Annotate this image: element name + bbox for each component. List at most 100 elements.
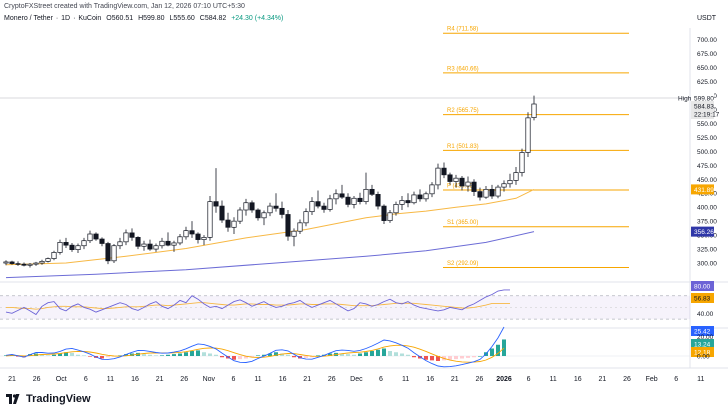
candle-body <box>87 233 93 242</box>
candle <box>255 208 261 221</box>
candle-body <box>375 194 381 207</box>
macd-badge-text: 25.42 <box>694 329 711 336</box>
macd-histogram-bar <box>256 355 260 356</box>
time-tick-label: 16 <box>574 376 582 383</box>
symbol-legend: Monero / Tether · 1D · KuCoin O560.51 H5… <box>4 15 284 22</box>
candle-body <box>231 220 237 228</box>
time-tick-label: 21 <box>599 376 607 383</box>
candle <box>45 257 51 263</box>
macd-histogram-bar <box>382 348 386 356</box>
candle-body <box>21 263 27 266</box>
rsi-ma-line <box>6 302 510 310</box>
macd-histogram-bar <box>274 352 278 356</box>
footer-logo[interactable]: TradingView <box>6 393 91 405</box>
candle-body <box>423 193 429 200</box>
macd-histogram-bar <box>400 353 404 356</box>
candle <box>171 240 177 252</box>
candle <box>75 243 81 253</box>
rsi-tick-label: 40.00 <box>697 311 714 318</box>
candle <box>405 193 411 208</box>
macd-histogram-bar <box>472 356 476 358</box>
candle <box>213 168 219 213</box>
macd-histogram-bar <box>106 356 110 358</box>
candle-body <box>525 117 531 153</box>
macd-histogram-bar <box>370 351 374 356</box>
time-tick-label: 6 <box>379 376 383 383</box>
candle <box>507 173 513 188</box>
macd-histogram-bar <box>76 354 80 356</box>
time-tick-label: 26 <box>33 376 41 383</box>
candle-body <box>147 243 153 250</box>
candle <box>225 212 231 232</box>
candle <box>459 175 465 191</box>
candle <box>147 239 153 251</box>
ema50-line <box>5 188 535 266</box>
candle-body <box>27 263 33 266</box>
candle-body <box>213 201 219 207</box>
candle-body <box>135 237 141 247</box>
ema200-badge-bg <box>691 226 714 237</box>
tradingview-logo-icon <box>6 394 20 404</box>
candle-body <box>393 204 399 214</box>
high-value: H599.80 <box>138 15 165 22</box>
candle <box>309 197 315 216</box>
price-tick-label: 650.00 <box>697 65 717 72</box>
macd-histogram-bar <box>148 354 152 356</box>
macd-histogram-bar <box>304 356 308 358</box>
macd-histogram-bar <box>64 352 68 356</box>
time-tick-label: 11 <box>697 376 704 383</box>
price-tick-label: 675.00 <box>697 51 717 58</box>
macd-histogram-bar <box>340 353 344 356</box>
macd-histogram-bar <box>376 349 380 356</box>
candle <box>3 260 9 266</box>
candle <box>321 202 327 213</box>
candle <box>99 237 105 247</box>
candle-body <box>417 194 423 200</box>
candle <box>273 193 279 212</box>
pivot-level-r3-label: R3 (640.66) <box>447 66 479 72</box>
high-price-badge-bg <box>691 93 714 103</box>
macd-histogram-bar <box>358 353 362 356</box>
candle <box>261 210 267 226</box>
macd-histogram-bar <box>394 352 398 356</box>
macd-histogram-bar <box>352 354 356 356</box>
candle-body <box>39 261 45 264</box>
macd-histogram-bar <box>52 354 56 356</box>
ema50-badge-text: 431.89 <box>694 187 714 194</box>
macd-histogram-bar <box>460 356 464 359</box>
candle <box>15 261 21 266</box>
candle-body <box>381 205 387 221</box>
candle <box>525 112 531 157</box>
candle-body <box>189 230 195 235</box>
macd-histogram-bar <box>178 353 182 356</box>
candle-body <box>81 240 87 247</box>
countdown-badge: 22:19:17 <box>691 109 720 119</box>
macd-histogram-bar <box>88 356 92 357</box>
candle-body <box>207 201 213 238</box>
ema50-badge: 431.89 <box>691 184 714 195</box>
candle-body <box>501 183 507 188</box>
candle <box>117 237 123 250</box>
candle <box>369 184 375 197</box>
candle-body <box>309 201 315 213</box>
time-tick-label: Dec <box>350 376 363 383</box>
macd-histogram-bar <box>238 356 242 360</box>
macd-histogram-bar <box>280 353 284 356</box>
candle-body <box>45 258 51 262</box>
candle-body <box>369 188 375 195</box>
candle <box>9 260 15 265</box>
candle-body <box>51 252 57 259</box>
macd-histogram-bar <box>232 356 236 360</box>
candle <box>345 193 351 208</box>
time-tick-label: Feb <box>646 376 658 383</box>
macd-histogram-bar <box>214 354 218 356</box>
macd-histogram-bar <box>424 356 428 360</box>
pivot-level-r4-label: R4 (711.58) <box>447 27 478 33</box>
macd-histogram-bar <box>478 356 482 357</box>
macd-hist-badge-bg <box>691 339 714 349</box>
open-value: O560.51 <box>106 15 134 22</box>
macd-histogram-bar <box>142 354 146 356</box>
symbol-name: Monero / Tether <box>4 15 53 22</box>
last-price-badge: 584.83 <box>691 101 714 111</box>
